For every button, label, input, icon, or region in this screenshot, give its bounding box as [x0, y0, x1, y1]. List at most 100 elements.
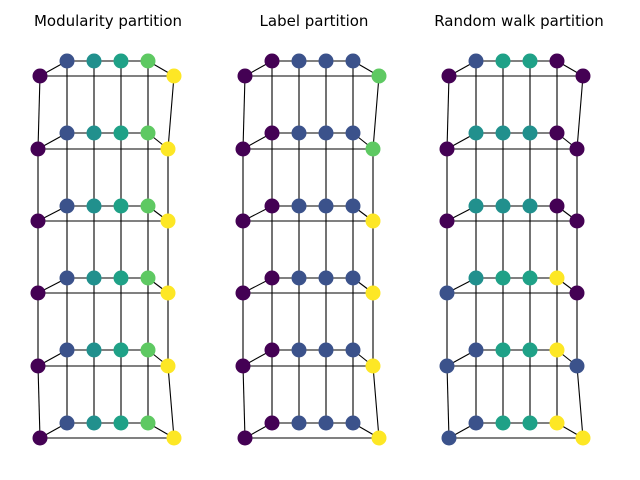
graph-node	[318, 53, 334, 69]
graph-node	[549, 125, 565, 141]
graph-node	[522, 270, 538, 286]
graph-node	[441, 68, 457, 84]
graph-node	[495, 53, 511, 69]
graph-edge	[37, 365, 41, 439]
graph-node	[86, 415, 102, 431]
graph-node	[365, 213, 381, 229]
graph-node	[371, 430, 387, 446]
graph-edge	[446, 75, 450, 150]
graph-node	[264, 198, 280, 214]
graph-node	[468, 415, 484, 431]
graph-node	[86, 198, 102, 214]
graph-node	[113, 270, 129, 286]
graph-node	[59, 53, 75, 69]
graph-edge	[242, 365, 246, 439]
graph-node	[522, 198, 538, 214]
graph-node	[237, 68, 253, 84]
graph-node	[439, 213, 455, 229]
graph-node	[140, 198, 156, 214]
graph-node	[59, 198, 75, 214]
graph-node	[30, 141, 46, 157]
graph-node	[522, 342, 538, 358]
graph-node	[495, 198, 511, 214]
graph-node	[264, 342, 280, 358]
graph-node	[468, 53, 484, 69]
graph-node	[365, 141, 381, 157]
graph-node	[291, 198, 307, 214]
graph-node	[441, 430, 457, 446]
graph-node	[549, 53, 565, 69]
panel-title-random-walk: Random walk partition	[434, 12, 604, 30]
graph-node	[140, 270, 156, 286]
graph-node	[32, 68, 48, 84]
graph-node	[468, 270, 484, 286]
graph-edge	[167, 75, 175, 150]
graph-node	[569, 141, 585, 157]
graph-edge	[167, 365, 175, 439]
graph-edge	[576, 365, 584, 439]
graph-node	[86, 125, 102, 141]
graph-node	[371, 68, 387, 84]
graph-node	[86, 342, 102, 358]
graph-node	[140, 53, 156, 69]
panel-title-label: Label partition	[259, 12, 369, 30]
graph-node	[113, 198, 129, 214]
graph-node	[59, 342, 75, 358]
graph-node	[549, 415, 565, 431]
graph-node	[318, 198, 334, 214]
graph-node	[549, 270, 565, 286]
graph-node	[291, 415, 307, 431]
graph-node	[264, 415, 280, 431]
graph-node	[59, 415, 75, 431]
graph-node	[439, 285, 455, 301]
graph-node	[166, 68, 182, 84]
graph-node	[160, 213, 176, 229]
panel-title-modularity: Modularity partition	[33, 12, 183, 30]
graph-panel-0	[30, 53, 182, 446]
graph-node	[439, 358, 455, 374]
graph-node	[345, 125, 361, 141]
graph-node	[160, 141, 176, 157]
graph-node	[522, 415, 538, 431]
graph-node	[468, 125, 484, 141]
graph-node	[291, 53, 307, 69]
graph-node	[160, 358, 176, 374]
graph-node	[291, 270, 307, 286]
graph-node	[439, 141, 455, 157]
graph-node	[235, 141, 251, 157]
graph-node	[30, 213, 46, 229]
graph-node	[495, 270, 511, 286]
graph-node	[345, 198, 361, 214]
graph-node	[59, 125, 75, 141]
graph-edge	[576, 75, 584, 150]
graph-node	[264, 53, 280, 69]
graph-edge	[372, 75, 380, 150]
graph-node	[113, 53, 129, 69]
graph-node	[237, 430, 253, 446]
graph-node	[86, 53, 102, 69]
graph-node	[318, 270, 334, 286]
graph-node	[264, 125, 280, 141]
graph-edge	[446, 365, 450, 439]
graph-node	[345, 342, 361, 358]
graph-node	[235, 285, 251, 301]
graph-node	[468, 342, 484, 358]
graph-node	[365, 285, 381, 301]
graph-node	[365, 358, 381, 374]
graph-node	[569, 213, 585, 229]
graph-node	[345, 415, 361, 431]
graph-node	[30, 358, 46, 374]
graph-node	[549, 198, 565, 214]
graph-node	[59, 270, 75, 286]
graph-node	[468, 198, 484, 214]
graph-edge	[372, 365, 380, 439]
graph-node	[575, 430, 591, 446]
graph-node	[495, 125, 511, 141]
graph-node	[160, 285, 176, 301]
graph-node	[522, 125, 538, 141]
graph-node	[166, 430, 182, 446]
graph-node	[345, 53, 361, 69]
graph-node	[345, 270, 361, 286]
